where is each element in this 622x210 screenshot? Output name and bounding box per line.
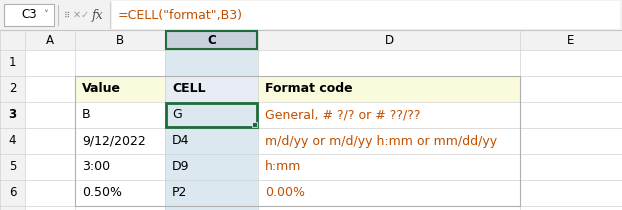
Text: h:mm: h:mm xyxy=(265,160,302,173)
Text: 1: 1 xyxy=(9,56,16,70)
Text: B: B xyxy=(116,34,124,46)
Text: 9/12/2022: 9/12/2022 xyxy=(82,134,146,147)
Text: Format code: Format code xyxy=(265,83,353,96)
Text: General, # ?/? or # ??/??: General, # ?/? or # ??/?? xyxy=(265,109,420,122)
Text: ✕: ✕ xyxy=(73,10,81,20)
Bar xyxy=(165,206,258,210)
Bar xyxy=(75,180,520,206)
Bar xyxy=(165,30,258,50)
Bar xyxy=(0,30,622,210)
Text: 3:00: 3:00 xyxy=(82,160,110,173)
Text: C: C xyxy=(207,34,216,46)
Text: D: D xyxy=(384,34,394,46)
Bar xyxy=(166,103,257,127)
Bar xyxy=(165,31,258,49)
Text: 0.50%: 0.50% xyxy=(82,186,122,199)
Text: ˅: ˅ xyxy=(44,10,49,20)
Text: 2: 2 xyxy=(9,83,16,96)
Bar xyxy=(165,102,258,128)
Text: D9: D9 xyxy=(172,160,190,173)
Text: A: A xyxy=(46,34,54,46)
Bar xyxy=(165,128,258,154)
Text: m/d/yy or m/d/yy h:mm or mm/dd/yy: m/d/yy or m/d/yy h:mm or mm/dd/yy xyxy=(265,134,497,147)
Bar xyxy=(165,154,258,180)
Bar xyxy=(0,30,25,210)
Text: =CELL("format",B3): =CELL("format",B3) xyxy=(118,8,243,21)
Bar xyxy=(75,154,520,180)
Bar xyxy=(165,180,258,206)
Bar xyxy=(165,128,258,154)
Text: ⠿: ⠿ xyxy=(64,10,70,20)
Text: G: G xyxy=(172,109,182,122)
Text: 0.00%: 0.00% xyxy=(265,186,305,199)
Text: fx: fx xyxy=(92,8,104,21)
Bar xyxy=(25,30,622,50)
Text: ✓: ✓ xyxy=(81,10,89,20)
Bar xyxy=(0,0,622,30)
Bar xyxy=(252,122,257,127)
Text: E: E xyxy=(567,34,575,46)
Bar xyxy=(165,76,258,102)
Bar xyxy=(165,50,258,76)
Bar xyxy=(165,76,258,102)
Bar xyxy=(4,4,54,26)
Text: C3: C3 xyxy=(21,8,37,21)
Bar xyxy=(165,180,258,206)
Bar xyxy=(75,76,520,102)
Text: 6: 6 xyxy=(9,186,16,199)
Text: B: B xyxy=(82,109,91,122)
Text: 5: 5 xyxy=(9,160,16,173)
Text: 3: 3 xyxy=(9,109,17,122)
Text: P2: P2 xyxy=(172,186,187,199)
Bar xyxy=(165,154,258,180)
Bar xyxy=(112,1,620,29)
Bar xyxy=(75,102,520,128)
Bar xyxy=(75,128,520,154)
Text: D4: D4 xyxy=(172,134,190,147)
Bar xyxy=(165,102,258,128)
Text: Value: Value xyxy=(82,83,121,96)
Bar xyxy=(75,76,520,206)
Text: CELL: CELL xyxy=(172,83,206,96)
Text: 4: 4 xyxy=(9,134,16,147)
